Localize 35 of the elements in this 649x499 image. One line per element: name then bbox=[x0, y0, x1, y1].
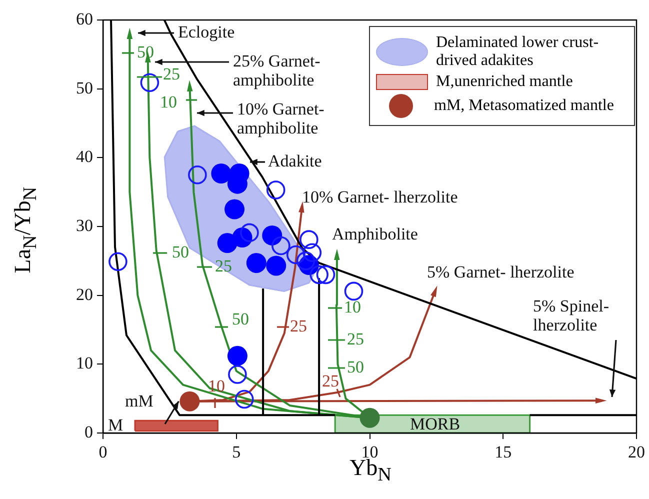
annotation: 5% Garnet- lherzolite bbox=[427, 262, 574, 282]
y-tick-label: 60 bbox=[76, 9, 93, 28]
y-tick-label: 40 bbox=[76, 147, 93, 166]
y-tick-label: 10 bbox=[76, 354, 93, 373]
x-tick-label: 5 bbox=[232, 442, 241, 462]
legend-label: Delaminated lower crust-drived adakites bbox=[436, 34, 600, 70]
annotation: 25% Garnet- amphibolite bbox=[233, 51, 321, 90]
annotation: 25 bbox=[347, 329, 364, 348]
y-tick-label: 30 bbox=[76, 216, 93, 235]
annotation: 50 bbox=[347, 357, 364, 376]
annotation: MORB bbox=[410, 414, 460, 434]
annotation: mM bbox=[125, 391, 154, 410]
annotation: 10% Garnet- lherzolite bbox=[302, 187, 458, 206]
annotation: 5% Spinel- lherzolite bbox=[533, 296, 610, 334]
annotation: 25 bbox=[290, 316, 307, 336]
x-tick-label: 15 bbox=[494, 442, 512, 462]
legend-label: M,unenriched mantle bbox=[436, 73, 573, 91]
annotation: 25 bbox=[322, 371, 339, 390]
annotation: 25 bbox=[215, 256, 232, 276]
annotation: 50 bbox=[232, 309, 249, 328]
y-tick-label: 20 bbox=[76, 284, 93, 304]
x-tick-label: 20 bbox=[628, 442, 645, 462]
annotation: Amphibolite bbox=[332, 224, 418, 244]
annotation: 25 bbox=[163, 64, 180, 84]
annotation: 10% Garnet- amphibolite bbox=[237, 99, 325, 138]
y-tick-label: 0 bbox=[84, 422, 93, 442]
annotation: Eclogite bbox=[178, 22, 235, 42]
legend-label: mM, Metasomatized mantle bbox=[434, 97, 614, 115]
y-tick-label: 50 bbox=[76, 78, 93, 98]
annotation: M bbox=[108, 415, 124, 434]
annotation: 50 bbox=[172, 242, 189, 262]
x-tick-label: 0 bbox=[98, 442, 108, 462]
annotation: 10 bbox=[160, 92, 177, 112]
annotation: Adakite bbox=[268, 151, 322, 170]
annotation: 10 bbox=[344, 297, 361, 316]
